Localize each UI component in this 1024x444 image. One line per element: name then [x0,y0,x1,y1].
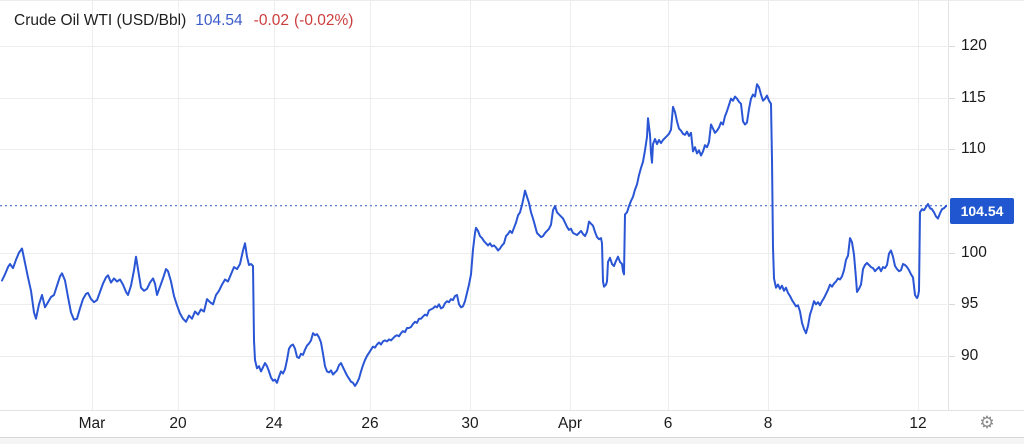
x-axis-line [0,410,1024,411]
y-tick-mark [949,149,955,150]
x-axis-label: 6 [663,415,673,432]
current-price-badge: 104.54 [950,198,1014,224]
x-axis: Mar 20 24 26 30 Apr 6 8 12 [0,411,1024,437]
y-tick-mark [949,253,955,254]
x-axis-label: 8 [763,415,773,432]
y-tick-mark [949,98,955,99]
price-line-series [1,83,947,387]
price-change: -0.02 [253,12,290,29]
x-axis-label: Apr [557,415,583,432]
x-axis-label: 12 [909,415,927,432]
settings-gear-button[interactable]: ⚙ [975,410,999,436]
card-bottom-border [0,437,1024,444]
price-change-percent: (-0.02%) [294,12,354,29]
x-axis-label: 24 [265,415,283,432]
y-tick-mark [949,356,955,357]
y-tick-mark [949,304,955,305]
gear-icon: ⚙ [979,413,995,432]
last-price: 104.54 [195,12,243,29]
y-axis-label: 100 [961,244,987,261]
chart-title: Crude Oil WTI (USD/Bbl) [14,12,187,29]
y-axis-label: 90 [961,347,979,364]
chart-canvas[interactable] [0,1,947,411]
y-tick-mark [949,46,955,47]
x-axis-label: 30 [461,415,479,432]
x-axis-label: Mar [78,415,106,432]
x-axis-label: 20 [169,415,187,432]
y-axis-label: 110 [961,140,986,157]
y-axis-label: 95 [961,295,979,312]
price-chart[interactable] [0,1,947,411]
chart-header: Crude Oil WTI (USD/Bbl) 104.54 -0.02 (-0.02… [14,12,353,32]
y-axis-label: 120 [961,37,987,54]
y-axis-label: 115 [961,89,986,106]
x-axis-label: 26 [361,415,379,432]
